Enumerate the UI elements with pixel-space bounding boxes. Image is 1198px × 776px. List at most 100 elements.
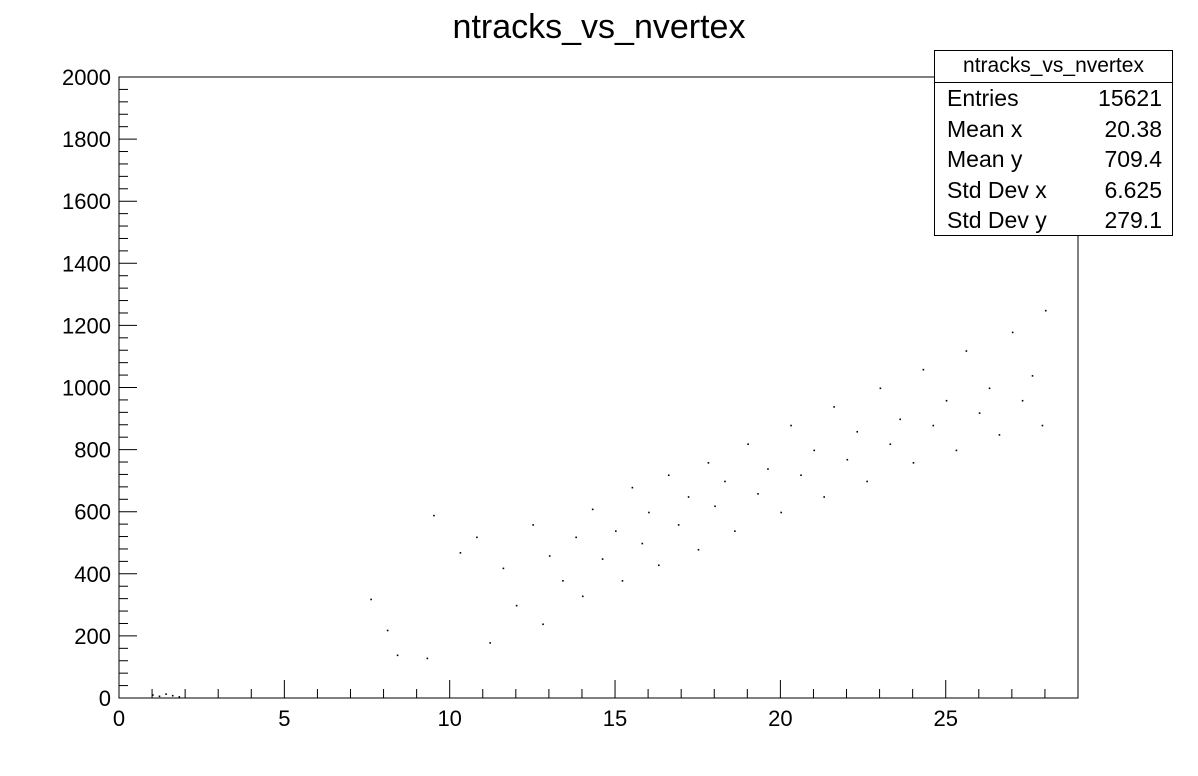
stats-row-mean-x: Mean x 20.38: [935, 114, 1172, 145]
stats-row-mean-y: Mean y 709.4: [935, 144, 1172, 175]
data-point: [667, 474, 670, 477]
data-point: [780, 511, 782, 514]
data-point: [158, 695, 161, 698]
data-point: [581, 595, 584, 598]
y-tick-label: 1000: [62, 376, 111, 401]
data-point: [178, 696, 181, 698]
chart-title: ntracks_vs_nvertex: [452, 8, 746, 46]
data-point: [998, 434, 1001, 436]
data-point: [912, 462, 915, 464]
data-point: [1031, 375, 1034, 377]
data-point: [965, 350, 968, 352]
data-point: [152, 694, 154, 696]
data-point: [621, 580, 624, 582]
y-tick-label: 1800: [62, 127, 111, 152]
data-point: [707, 462, 710, 464]
data-point: [813, 449, 816, 452]
y-tick-label: 0: [99, 686, 111, 711]
stats-value: 709.4: [1104, 146, 1162, 172]
data-point: [601, 558, 604, 560]
data-point: [697, 548, 700, 551]
data-point: [767, 468, 769, 470]
stats-label: Mean x: [947, 115, 1023, 142]
stats-value: 6.625: [1104, 176, 1162, 203]
y-tick-label: 600: [74, 500, 111, 525]
data-point: [575, 536, 577, 539]
x-tick-label: 10: [437, 706, 461, 731]
x-tick-label: 25: [933, 706, 957, 731]
data-point: [631, 486, 634, 489]
y-tick-label: 1200: [62, 313, 111, 338]
data-point: [386, 629, 389, 632]
data-point: [648, 511, 650, 514]
data-point: [459, 552, 462, 554]
stats-row-entries: Entries 15621: [935, 83, 1172, 114]
data-point: [800, 474, 802, 477]
data-point: [1021, 399, 1024, 402]
stats-label: Std Dev x: [947, 176, 1047, 203]
y-tick-label: 2000: [62, 65, 111, 90]
data-point: [833, 406, 835, 408]
stats-value: 15621: [1098, 85, 1162, 111]
data-point: [396, 654, 399, 657]
data-point: [1041, 424, 1044, 427]
data-point: [515, 604, 518, 607]
data-point: [548, 555, 551, 557]
y-tick-label: 400: [74, 562, 111, 587]
data-point: [747, 443, 749, 445]
y-tick-label: 800: [74, 438, 111, 463]
data-point: [724, 480, 726, 483]
data-point: [687, 496, 690, 498]
data-point: [823, 496, 825, 498]
data-point: [978, 412, 981, 414]
data-point: [866, 480, 868, 483]
data-point: [532, 524, 534, 526]
stats-label: Mean y: [947, 146, 1023, 172]
data-point: [615, 530, 617, 532]
data-point: [846, 458, 849, 461]
data-point: [899, 418, 902, 421]
data-point: [370, 598, 372, 601]
data-point: [489, 642, 491, 644]
data-point: [426, 657, 429, 660]
x-tick-label: 0: [113, 706, 125, 731]
stats-value: 20.38: [1104, 115, 1162, 142]
x-tick-label: 20: [768, 706, 792, 731]
x-tick-label: 5: [278, 706, 290, 731]
data-point: [988, 387, 991, 390]
data-point: [757, 493, 759, 495]
data-point: [714, 505, 716, 508]
stats-value: 279.1: [1104, 207, 1162, 233]
stats-row-std-dev-y: Std Dev y 279.1: [935, 205, 1172, 236]
data-point: [658, 564, 660, 567]
data-point: [790, 424, 792, 427]
data-point: [165, 693, 167, 695]
data-point: [932, 424, 935, 427]
data-point: [734, 530, 736, 532]
data-point: [879, 387, 882, 390]
data-point: [677, 524, 680, 526]
data-point: [502, 567, 505, 570]
y-tick-label: 200: [74, 624, 111, 649]
data-point: [641, 542, 644, 545]
stats-label: Entries: [947, 85, 1019, 111]
data-point: [922, 368, 925, 371]
data-point: [562, 580, 564, 582]
data-point: [591, 508, 594, 511]
data-point: [542, 623, 544, 626]
stats-box: ntracks_vs_nvertex Entries 15621 Mean x …: [934, 50, 1173, 236]
data-point: [171, 694, 174, 697]
data-point: [433, 514, 435, 517]
data-point: [476, 536, 478, 539]
y-tick-label: 1400: [62, 251, 111, 276]
data-point: [856, 430, 859, 433]
data-point: [1044, 309, 1047, 312]
x-tick-label: 15: [603, 706, 627, 731]
data-point: [889, 443, 892, 445]
data-point: [1011, 331, 1014, 334]
stats-box-title: ntracks_vs_nvertex: [935, 51, 1172, 83]
data-point: [945, 399, 948, 402]
stats-label: Std Dev y: [947, 207, 1047, 233]
data-point: [955, 449, 958, 452]
